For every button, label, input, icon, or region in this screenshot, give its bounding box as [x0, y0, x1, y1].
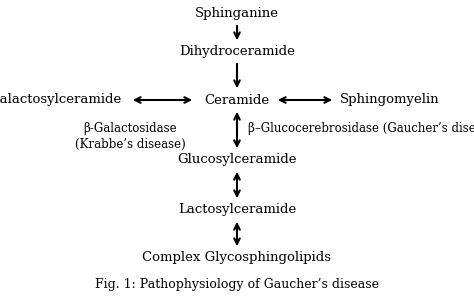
Text: Sphinganine: Sphinganine — [195, 7, 279, 21]
Text: Lactosylceramide: Lactosylceramide — [178, 204, 296, 216]
Text: Glucosylceramide: Glucosylceramide — [177, 153, 297, 167]
Text: Sphingomyelin: Sphingomyelin — [340, 94, 440, 106]
Text: Dihydroceramide: Dihydroceramide — [179, 45, 295, 59]
Text: Ceramide: Ceramide — [204, 94, 270, 106]
Text: β-Galactosidase
(Krabbe’s disease): β-Galactosidase (Krabbe’s disease) — [74, 122, 185, 151]
Text: Galactosylceramide: Galactosylceramide — [0, 94, 121, 106]
Text: β–Glucocerebrosidase (Gaucher’s disease: β–Glucocerebrosidase (Gaucher’s disease — [248, 122, 474, 135]
Text: Fig. 1: Pathophysiology of Gaucher’s disease: Fig. 1: Pathophysiology of Gaucher’s dis… — [95, 278, 379, 291]
Text: Complex Glycosphingolipids: Complex Glycosphingolipids — [143, 251, 331, 265]
